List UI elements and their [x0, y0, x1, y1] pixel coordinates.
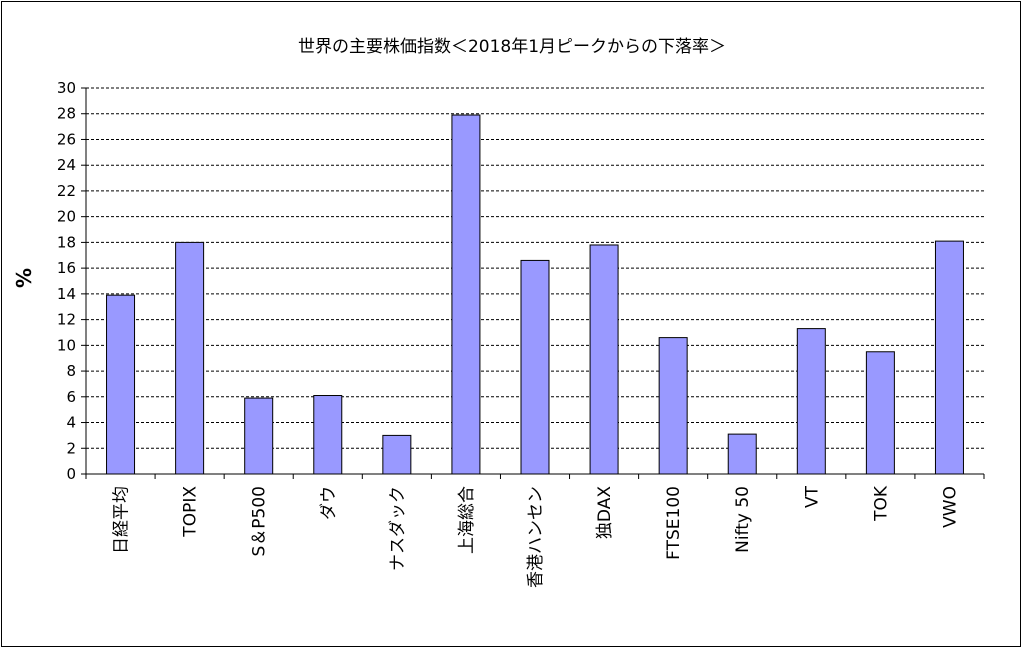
axes: [81, 87, 985, 479]
y-tick-label: 16: [57, 259, 76, 277]
x-tick-label: ナスダック: [388, 486, 408, 571]
x-tick-label: 香港ハンセン: [526, 486, 546, 588]
y-tick-label: 22: [57, 182, 76, 200]
y-tick-label: 0: [66, 465, 76, 483]
x-tick-labels: 日経平均 TOPIX S＆P500 ダウ ナスダック 上海総合 香港ハンセン 独DAX FTSE…: [112, 485, 961, 588]
y-tick-label: 18: [57, 233, 76, 251]
y-tick-label: 12: [57, 311, 76, 329]
y-tick-label: 14: [57, 285, 76, 303]
bar: [520, 259, 550, 475]
bar: [934, 240, 964, 475]
bar: [106, 294, 136, 475]
x-tick-label: VWO: [940, 486, 960, 528]
y-tick-label: 30: [57, 79, 76, 97]
y-tick-label: 24: [57, 156, 76, 174]
x-tick-label: FTSE100: [664, 486, 684, 560]
y-tick-label: 10: [57, 336, 76, 354]
x-tick-label: Nifty 50: [733, 486, 753, 553]
x-tick-label: TOPIX: [181, 486, 201, 538]
bar: [658, 337, 688, 475]
x-tick-label: 上海総合: [457, 486, 477, 554]
y-tick-label: 26: [57, 130, 76, 148]
bar: [175, 241, 205, 475]
bar: [382, 434, 412, 475]
bar: [727, 433, 757, 475]
bar: [796, 328, 826, 475]
bar: [865, 351, 895, 475]
y-tick-label: 6: [66, 388, 76, 406]
chart-title: 世界の主要株価指数＜2018年1月ピークからの下落率＞: [298, 37, 726, 57]
bars: [106, 114, 964, 475]
y-tick-label: 20: [57, 208, 76, 226]
x-tick-label: 日経平均: [112, 486, 132, 554]
x-tick-label: S＆P500: [250, 486, 270, 557]
y-tick-label: 2: [66, 439, 76, 457]
x-tick-label: VT: [802, 485, 822, 508]
x-tick-label: ダウ: [319, 486, 339, 520]
y-tick-label: 28: [57, 105, 76, 123]
bar: [313, 395, 343, 475]
x-tick-label: TOK: [871, 485, 891, 522]
bar: [451, 114, 481, 475]
bar: [244, 397, 274, 475]
bar: [589, 244, 619, 475]
y-tick-label: 4: [66, 414, 76, 432]
x-tick-label: 独DAX: [595, 486, 615, 539]
y-tick-label: 8: [66, 362, 76, 380]
y-axis-label: %: [12, 268, 36, 288]
